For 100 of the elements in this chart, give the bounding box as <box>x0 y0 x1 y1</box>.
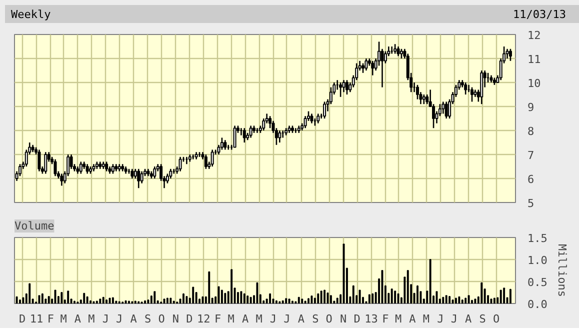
candlestick <box>79 161 82 174</box>
x-tick-label: 12 <box>197 312 210 326</box>
x-tick-label: O <box>158 312 165 326</box>
candlestick <box>249 125 252 138</box>
candlestick <box>508 48 512 62</box>
candlestick <box>442 101 445 114</box>
y-tick-label: 1.0 <box>528 254 548 267</box>
candlestick <box>111 163 114 174</box>
candlestick <box>268 115 272 129</box>
chart-title: Volume <box>14 220 54 232</box>
x-tick-label: J <box>116 312 123 326</box>
x-tick-label: J <box>102 312 109 326</box>
x-tick-label: M <box>394 312 402 326</box>
x-tick-label: M <box>256 312 263 326</box>
y-tick-label: 11 <box>528 53 541 66</box>
candlestick <box>432 103 436 129</box>
candlestick <box>242 127 246 144</box>
candlestick <box>105 161 108 172</box>
candlestick <box>396 46 400 57</box>
candlestick <box>153 166 156 180</box>
candlestick <box>394 43 397 54</box>
x-tick-label: 11 <box>30 312 44 326</box>
x-tick-label: A <box>465 312 472 326</box>
candlestick <box>262 118 266 132</box>
y-tick-label: 7 <box>528 149 534 162</box>
x-tick-label: D <box>18 312 26 326</box>
candlestick <box>316 113 320 124</box>
candlestick <box>470 86 474 102</box>
y-tick-label: 1.5 <box>528 232 548 245</box>
candlestick <box>70 154 73 170</box>
x-tick-label: A <box>130 312 138 326</box>
candlestick <box>371 60 374 76</box>
candlestick <box>224 139 227 150</box>
candlestick <box>278 130 282 144</box>
candlestick <box>384 50 387 64</box>
candlestick <box>44 151 48 174</box>
x-tick-label: J <box>437 312 444 326</box>
candlestick <box>137 168 140 189</box>
candlestick <box>310 113 314 124</box>
candlestick <box>380 48 384 88</box>
candlestick <box>444 101 448 120</box>
candlestick <box>130 168 134 180</box>
y-tick-label: 5 <box>528 197 534 210</box>
candlestick <box>400 48 403 60</box>
x-tick-label: N <box>340 312 347 326</box>
x-tick-label: S <box>479 312 486 326</box>
x-tick-label: S <box>144 312 152 326</box>
x-tick-label: 13 <box>364 312 378 326</box>
y-axis-title: Millions <box>555 244 568 297</box>
candlestick <box>86 163 89 174</box>
candlestick <box>233 125 236 148</box>
x-tick-label: F <box>382 312 389 326</box>
text: 11/03/13 <box>513 7 566 23</box>
candlestick <box>364 58 368 72</box>
y-tick-label: 8 <box>528 125 534 138</box>
candlestick <box>378 41 381 66</box>
candlestick <box>60 173 64 186</box>
y-tick-label: 0.0 <box>528 298 548 311</box>
x-tick-label: J <box>450 312 458 326</box>
chart-title: Weekly <box>11 7 51 23</box>
candlestick <box>18 163 22 177</box>
x-tick-label: O <box>326 312 332 326</box>
candlestick <box>204 154 208 170</box>
candlestick <box>166 173 169 184</box>
candlestick <box>220 137 224 150</box>
candlestick <box>345 79 348 96</box>
y-tick-label: 6 <box>528 173 534 186</box>
candlestick <box>361 62 365 74</box>
y-tick-label: 12 <box>528 29 541 42</box>
x-tick-label: M <box>422 312 430 326</box>
y-tick-label: 9 <box>528 101 534 114</box>
candlestick <box>506 48 509 60</box>
x-tick-label: M <box>60 312 68 326</box>
candlestick <box>304 115 307 129</box>
x-tick-label: F <box>47 312 54 326</box>
x-tick-label: J <box>284 312 290 326</box>
x-tick-label: M <box>88 312 96 326</box>
candlestick <box>342 79 346 93</box>
candlestick <box>210 149 214 168</box>
candlestick <box>323 101 326 120</box>
x-tick-label: J <box>270 312 277 326</box>
x-tick-label: M <box>228 312 235 326</box>
x-tick-label: A <box>74 312 82 326</box>
candlestick <box>464 82 468 96</box>
candlestick <box>422 94 426 105</box>
candlestick <box>134 168 137 180</box>
candlestick <box>426 94 429 105</box>
y-tick-label: 10 <box>528 77 541 90</box>
candlestick <box>480 70 484 105</box>
candlestick <box>140 170 144 184</box>
candlestick <box>169 168 172 180</box>
x-tick-label: O <box>492 312 500 326</box>
x-tick-label: D <box>354 312 360 326</box>
x-tick-label: A <box>242 312 249 326</box>
candlestick <box>339 82 342 98</box>
candlestick <box>54 158 57 177</box>
x-tick-label: S <box>312 312 319 326</box>
x-tick-label: A <box>298 312 305 326</box>
y-tick-label: 0.5 <box>528 276 548 289</box>
x-tick-label: N <box>172 312 180 326</box>
